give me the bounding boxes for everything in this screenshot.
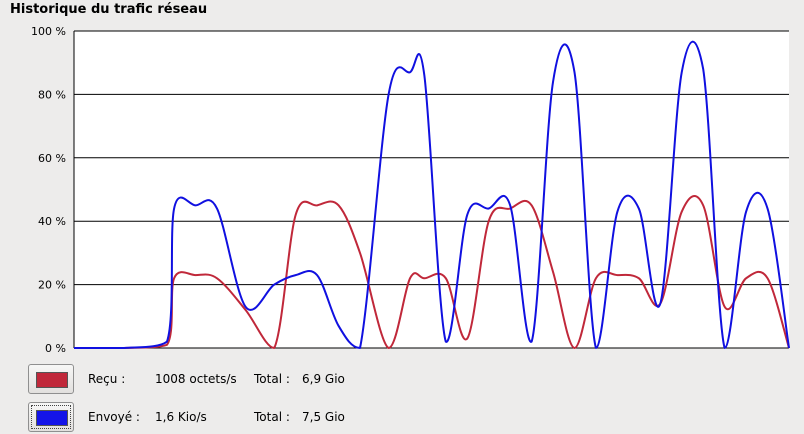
y-tick-label: 20 % [38, 279, 66, 292]
y-tick-label: 60 % [38, 152, 66, 165]
received-color-button[interactable] [28, 364, 74, 394]
plot-background [74, 31, 789, 348]
y-tick-label: 40 % [38, 215, 66, 228]
legend-sent-row: Envoyé : 1,6 Kio/s Total : 7,5 Gio [28, 402, 788, 434]
sent-color-button[interactable] [28, 402, 74, 432]
sent-label: Envoyé : [88, 410, 140, 424]
received-series-line [74, 195, 790, 349]
received-total: 6,9 Gio [302, 372, 345, 386]
received-total-label: Total : [254, 372, 290, 386]
sent-total: 7,5 Gio [302, 410, 345, 424]
sent-rate: 1,6 Kio/s [155, 410, 207, 424]
sent-total-label: Total : [254, 410, 290, 424]
received-rate: 1008 octets/s [155, 372, 237, 386]
sent-series-line [74, 40, 790, 349]
y-tick-label: 80 % [38, 88, 66, 101]
sent-color-swatch [36, 410, 68, 426]
panel-title: Historique du trafic réseau [10, 2, 208, 17]
received-label: Reçu : [88, 372, 126, 386]
received-color-swatch [36, 372, 68, 388]
legend-received-row: Reçu : 1008 octets/s Total : 6,9 Gio [28, 364, 788, 396]
y-tick-label: 100 % [31, 25, 66, 38]
y-tick-label: 0 % [45, 342, 66, 355]
network-chart: 0 % 20 % 40 % 60 % 80 % 100 % [0, 20, 804, 360]
chart-svg: 0 % 20 % 40 % 60 % 80 % 100 % [31, 25, 790, 355]
